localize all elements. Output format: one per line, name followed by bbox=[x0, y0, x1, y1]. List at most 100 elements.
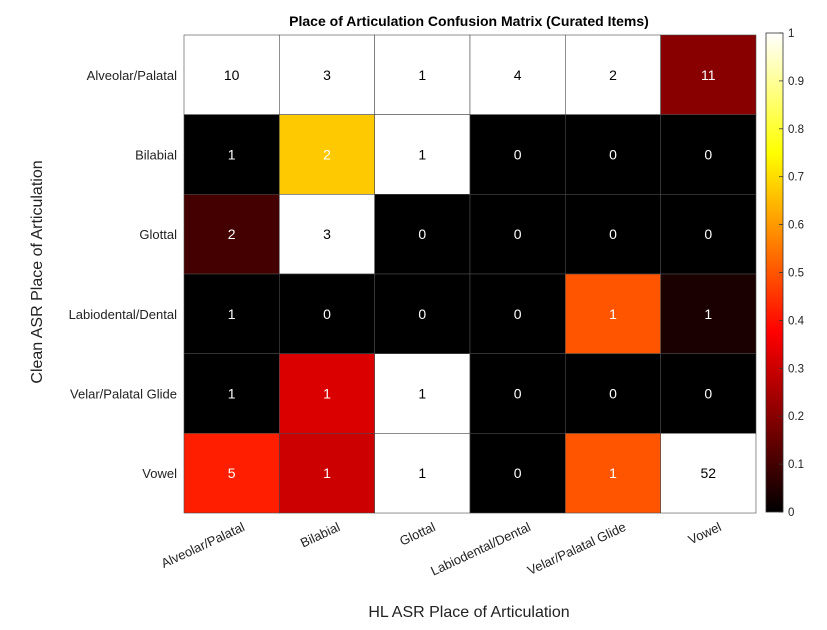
cell-value-label: 52 bbox=[701, 465, 717, 481]
x-axis-label: HL ASR Place of Articulation bbox=[368, 604, 569, 621]
colorbar-tick-label: 0.8 bbox=[788, 124, 804, 136]
y-tick-label: Labiodental/Dental bbox=[69, 307, 178, 322]
heatmap-cell bbox=[469, 353, 566, 434]
cell-value-label: 0 bbox=[704, 386, 712, 402]
heatmap-cell bbox=[565, 273, 661, 354]
x-tick-labels: Alveolar/Palatal Bilabial GlottalLabiodent… bbox=[159, 519, 724, 578]
heatmap-cell bbox=[279, 114, 375, 195]
y-tick-label: Bilabial bbox=[135, 148, 177, 163]
cell-value-label: 1 bbox=[418, 147, 426, 163]
colorbar-tick-label: 1 bbox=[788, 28, 794, 40]
cell-value-label: 0 bbox=[418, 306, 426, 322]
heatmap-cell bbox=[374, 273, 471, 354]
heatmap-cell bbox=[660, 353, 757, 434]
cell-value-label: 1 bbox=[228, 147, 236, 163]
x-tick-label: Labiodental/Dental bbox=[428, 519, 533, 578]
heatmap-cell bbox=[279, 34, 375, 115]
x-tick-label: Velar/Palatal Glide bbox=[525, 519, 628, 578]
cell-value-label: 0 bbox=[514, 147, 522, 163]
heatmap-cell bbox=[469, 114, 566, 195]
heatmap-cell bbox=[660, 194, 757, 275]
heatmap-cell bbox=[374, 34, 471, 115]
colorbar-tick-label: 0.7 bbox=[788, 172, 804, 184]
heatmap-cell bbox=[183, 114, 280, 195]
cell-value-label: 0 bbox=[514, 306, 522, 322]
colorbar-tick-label: 0.5 bbox=[788, 268, 804, 280]
heatmap-cell bbox=[565, 34, 661, 115]
cell-value-label: 2 bbox=[323, 147, 331, 163]
cell-value-label: 1 bbox=[609, 465, 617, 481]
cell-value-label: 3 bbox=[323, 226, 331, 242]
cell-value-label: 0 bbox=[609, 386, 617, 402]
heatmap-cell bbox=[183, 34, 280, 115]
cell-value-label: 0 bbox=[704, 147, 712, 163]
cell-value-label: 2 bbox=[609, 67, 617, 83]
cell-value-label: 1 bbox=[418, 386, 426, 402]
cell-value-label: 0 bbox=[418, 226, 426, 242]
heatmap-cell bbox=[565, 433, 661, 514]
y-tick-label: Velar/Palatal Glide bbox=[70, 387, 177, 402]
colorbar-tick-label: 0.4 bbox=[788, 315, 805, 327]
cell-value-label: 1 bbox=[228, 386, 236, 402]
cell-value-label: 1 bbox=[323, 465, 331, 481]
cell-value-label: 0 bbox=[704, 226, 712, 242]
colorbar: 0 0.1 0.2 0.3 0.4 0.5 0.6 0.7 0.8 0.9 1 bbox=[765, 28, 805, 519]
colorbar-tick-label: 0 bbox=[788, 507, 794, 519]
cell-value-label: 0 bbox=[323, 306, 331, 322]
heatmap-cell bbox=[469, 273, 566, 354]
cell-value-labels: 10 3 1 4 2 111 2 1 0 0 02 3 0 0 0 01 0 0 0 1 11 1 1 0 0 05 1 1 0 1 52 bbox=[224, 67, 716, 481]
y-tick-label: Glottal bbox=[139, 227, 177, 242]
cell-value-label: 2 bbox=[228, 226, 236, 242]
cell-value-label: 0 bbox=[514, 386, 522, 402]
cell-value-label: 3 bbox=[323, 67, 331, 83]
cell-value-label: 0 bbox=[514, 226, 522, 242]
heatmap-cell bbox=[183, 273, 280, 354]
heatmap-cell bbox=[565, 353, 661, 434]
y-tick-labels: Alveolar/Palatal Bilabial Glottal Labiodent… bbox=[69, 68, 178, 481]
y-tick-label: Alveolar/Palatal bbox=[87, 68, 177, 83]
heatmap-cell bbox=[183, 194, 280, 275]
heatmap-cell bbox=[183, 353, 280, 434]
heatmap-cell bbox=[279, 194, 375, 275]
heatmap-cell bbox=[660, 273, 757, 354]
x-tick-label: Bilabial bbox=[298, 519, 342, 550]
colorbar-tick-label: 0.6 bbox=[788, 220, 804, 232]
cell-value-label: 1 bbox=[609, 306, 617, 322]
heatmap-cell bbox=[469, 433, 566, 514]
cell-value-label: 1 bbox=[704, 306, 712, 322]
cell-value-label: 0 bbox=[514, 465, 522, 481]
heatmap-cell bbox=[183, 433, 280, 514]
colorbar-tick-label: 0.9 bbox=[788, 76, 804, 88]
x-tick-label: Alveolar/Palatal bbox=[159, 519, 247, 571]
cell-value-label: 1 bbox=[323, 386, 331, 402]
heatmap-cell bbox=[565, 194, 661, 275]
heatmap-cell bbox=[374, 194, 471, 275]
colorbar-tick-label: 0.3 bbox=[788, 363, 804, 375]
y-tick-label: Vowel bbox=[142, 466, 177, 481]
y-axis-label: Clean ASR Place of Articulation bbox=[29, 160, 46, 383]
cell-value-label: 1 bbox=[418, 465, 426, 481]
cell-value-label: 1 bbox=[418, 67, 426, 83]
heatmap-cell bbox=[279, 273, 375, 354]
colorbar-tick-label: 0.2 bbox=[788, 411, 804, 423]
cell-value-label: 0 bbox=[609, 147, 617, 163]
heatmap-cell bbox=[469, 34, 566, 115]
cell-value-label: 10 bbox=[224, 67, 240, 83]
heatmap-cell bbox=[660, 34, 757, 115]
heatmap-cell bbox=[469, 194, 566, 275]
cell-value-label: 11 bbox=[701, 67, 716, 83]
x-tick-label: Glottal bbox=[397, 519, 437, 549]
cell-value-label: 5 bbox=[228, 465, 236, 481]
heatmap-cell bbox=[660, 433, 757, 514]
heatmap-cell bbox=[660, 114, 757, 195]
chart-title: Place of Articulation Confusion Matrix (… bbox=[289, 13, 649, 29]
heatmap-cells bbox=[183, 34, 757, 514]
x-tick-label: Vowel bbox=[686, 519, 724, 547]
heatmap-cell bbox=[374, 353, 471, 434]
cell-value-label: 1 bbox=[228, 306, 236, 322]
colorbar-tick-label: 0.1 bbox=[788, 459, 804, 471]
cell-value-label: 4 bbox=[514, 67, 522, 83]
cell-value-label: 0 bbox=[609, 226, 617, 242]
